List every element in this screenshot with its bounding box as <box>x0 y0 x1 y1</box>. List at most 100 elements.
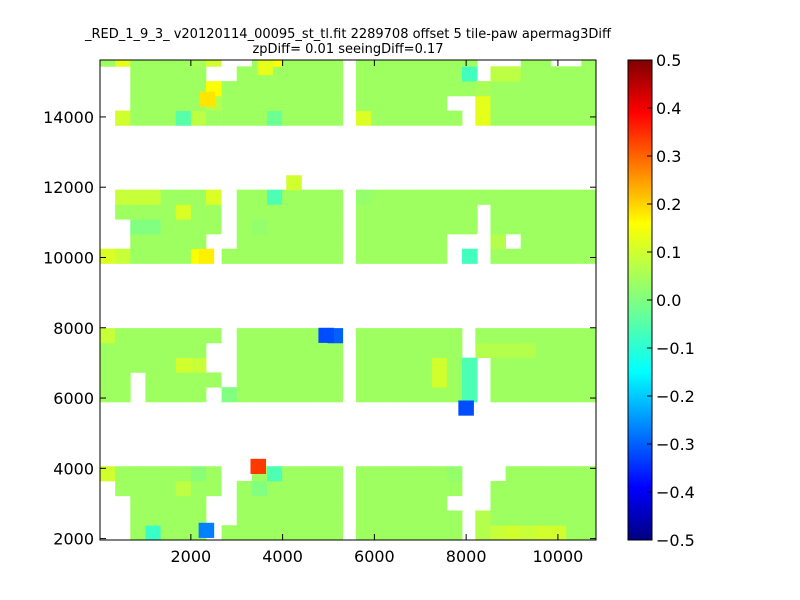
heatmap-cell <box>145 81 161 97</box>
heatmap-cell <box>236 248 253 264</box>
heatmap-cell <box>505 525 522 540</box>
heatmap-cell <box>505 95 522 111</box>
heatmap-cell <box>446 480 463 497</box>
chart-title-line-2: zpDiff= 0.01 seeingDiff=0.17 <box>252 42 443 57</box>
heatmap-cell <box>356 480 372 497</box>
heatmap-cell <box>282 81 298 97</box>
heatmap-cell <box>160 495 177 511</box>
heatmap-cell <box>251 328 268 344</box>
heatmap-cell <box>490 525 507 540</box>
heatmap-cell <box>566 510 582 526</box>
heatmap-cell <box>327 66 344 82</box>
heatmap-cell <box>145 510 161 526</box>
heatmap-cell <box>566 342 582 359</box>
heatmap-cell <box>551 372 567 388</box>
colorbar-tick-label: 0.5 <box>656 51 681 70</box>
heatmap-cell <box>312 189 328 205</box>
heatmap-cell <box>371 495 387 511</box>
heatmap-cell <box>581 480 596 497</box>
heatmap-cell <box>566 66 582 82</box>
heatmap-cell <box>416 233 433 250</box>
heatmap-cell <box>251 495 268 511</box>
heatmap-cell <box>236 480 253 497</box>
heatmap-cell <box>520 189 537 205</box>
heatmap-cell <box>297 357 313 373</box>
heatmap-cell <box>551 81 567 97</box>
heatmap-cell <box>190 189 207 205</box>
heatmap-cell <box>160 60 177 67</box>
heatmap-cell <box>535 95 552 111</box>
heatmap-cell <box>416 387 433 403</box>
heatmap-cell <box>236 510 253 526</box>
heatmap-cell <box>236 110 253 126</box>
heatmap-cell <box>431 233 448 250</box>
heatmap-cell <box>190 495 207 511</box>
heatmap-cell <box>190 219 207 235</box>
heatmap-cell <box>297 525 313 540</box>
heatmap-cell <box>416 342 433 359</box>
heatmap-cell <box>312 480 328 497</box>
heatmap-cell <box>505 248 522 264</box>
heatmap-cell <box>236 204 253 220</box>
heatmap-cell <box>520 233 537 250</box>
heatmap-cell <box>130 328 146 344</box>
heatmap-cell <box>446 81 463 97</box>
heatmap-cell <box>160 372 177 388</box>
heatmap-cell <box>566 189 582 205</box>
heatmap-cell <box>257 60 273 76</box>
heatmap-cell <box>401 81 417 97</box>
heatmap-cell <box>236 525 253 540</box>
heatmap-cell <box>371 204 387 220</box>
heatmap-cell <box>251 110 268 126</box>
heatmap-cell <box>371 189 387 205</box>
heatmap-cell <box>505 357 522 373</box>
heatmap-cell <box>416 60 433 67</box>
heatmap-cell <box>535 372 552 388</box>
heatmap-cell <box>100 342 116 359</box>
heatmap-cell <box>535 480 552 497</box>
heatmap-cell <box>297 466 313 482</box>
heatmap-cell <box>267 372 283 388</box>
heatmap-cell <box>130 495 146 511</box>
heatmap-cell <box>386 387 402 403</box>
heatmap-cell <box>175 60 192 67</box>
heatmap-cell <box>520 204 537 220</box>
heatmap-cell <box>505 110 522 126</box>
heatmap-cell <box>251 357 268 373</box>
heatmap-cell <box>520 357 537 373</box>
heatmap-cell <box>160 219 177 235</box>
heatmap-cell <box>446 110 463 126</box>
heatmap-cell <box>251 342 268 359</box>
heatmap-cell <box>566 480 582 497</box>
colorbar-tick-label: 0.4 <box>656 99 681 118</box>
heatmap-cell <box>371 480 387 497</box>
heatmap-cell <box>160 66 177 82</box>
heatmap-cell <box>312 466 328 482</box>
heatmap-cell <box>251 233 268 250</box>
heatmap-cell <box>205 204 222 220</box>
heatmap-cell <box>462 248 478 264</box>
heatmap-cell <box>416 110 433 126</box>
heatmap-cell <box>282 66 298 82</box>
heatmap-cell <box>327 525 344 540</box>
heatmap-cell <box>145 342 161 359</box>
heatmap-cell <box>446 66 463 82</box>
heatmap-cell <box>221 110 238 126</box>
y-tick-label: 4000 <box>53 459 94 478</box>
heatmap-cell <box>490 66 507 82</box>
heatmap-cell <box>566 248 582 264</box>
heatmap-cell <box>551 95 567 111</box>
heatmap-cell <box>446 204 463 220</box>
heatmap-cell <box>297 60 313 67</box>
heatmap-cell <box>520 95 537 111</box>
heatmap-cell <box>490 387 507 403</box>
heatmap-cell <box>297 510 313 526</box>
heatmap-cell <box>145 480 161 497</box>
heatmap-cell <box>446 510 463 526</box>
heatmap-cell <box>130 60 146 67</box>
heatmap-cell <box>190 233 207 250</box>
heatmap-cell <box>520 66 537 82</box>
heatmap-cell <box>386 328 402 344</box>
heatmap-cell <box>551 189 567 205</box>
heatmap-cell <box>431 60 448 67</box>
